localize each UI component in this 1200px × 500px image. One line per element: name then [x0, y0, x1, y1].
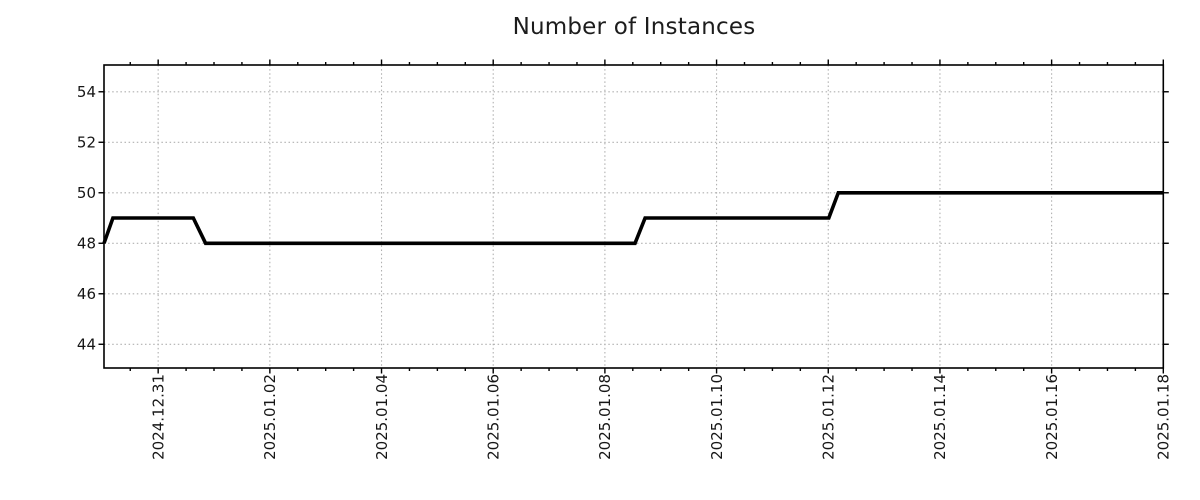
chart-title: Number of Instances [512, 14, 756, 40]
y-tick-labels: 44 46 48 50 52 54 [77, 83, 96, 354]
x-tick-labels: 2024.12.31 2025.01.02 2025.01.04 2025.01.06… [149, 374, 1172, 460]
x-tick-label: 2025.01.04 [373, 374, 391, 460]
x-tick-label: 2025.01.10 [708, 374, 726, 460]
x-tick-label: 2025.01.02 [261, 374, 279, 460]
grid-lines [104, 65, 1164, 368]
x-tick-label: 2025.01.16 [1043, 374, 1061, 460]
axis-ticks [98, 59, 1169, 374]
x-tick-label: 2025.01.08 [596, 374, 614, 460]
y-tick-label: 46 [77, 285, 96, 303]
x-tick-label: 2025.01.06 [484, 374, 502, 460]
y-tick-label: 48 [77, 235, 96, 253]
y-tick-label: 54 [77, 83, 96, 101]
axes-frame [103, 64, 1165, 369]
y-tick-label: 50 [77, 184, 96, 202]
x-tick-label: 2025.01.18 [1155, 374, 1173, 460]
x-tick-label: 2025.01.14 [931, 374, 949, 460]
y-tick-label: 52 [77, 134, 96, 152]
x-tick-label: 2025.01.12 [820, 374, 838, 460]
series-group [102, 191, 1164, 246]
x-tick-label: 2024.12.31 [149, 374, 167, 460]
series-line-instances [102, 191, 1164, 246]
y-tick-label: 44 [77, 336, 96, 354]
